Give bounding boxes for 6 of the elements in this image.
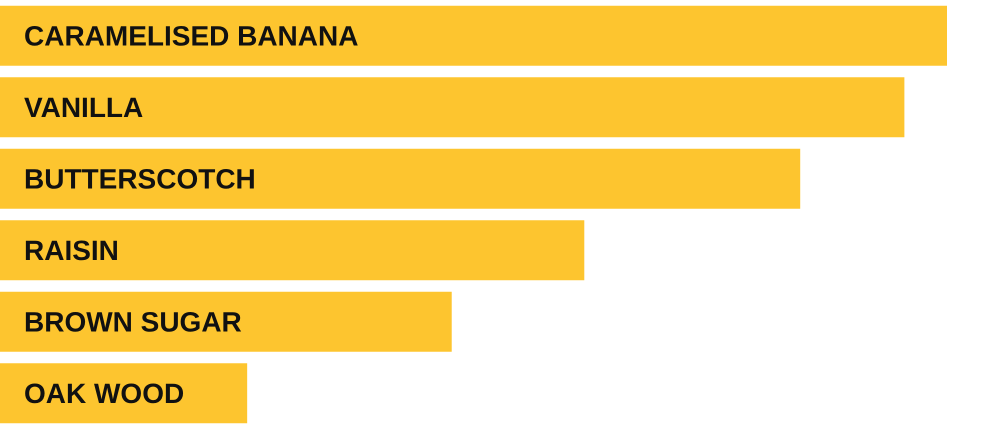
y-tick-label: RAISIN (24, 235, 119, 266)
y-tick-label: OAK WOOD (24, 378, 184, 410)
y-tick-label: BUTTERSCOTCH (24, 164, 256, 195)
y-tick-label: CARAMELISED BANANA (24, 20, 358, 52)
y-tick-label: BROWN SUGAR (24, 306, 242, 338)
y-tick-label: VANILLA (24, 92, 144, 124)
